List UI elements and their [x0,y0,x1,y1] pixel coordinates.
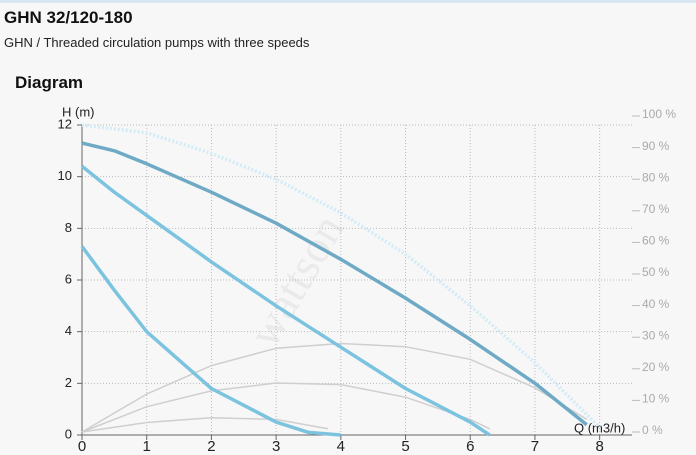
y-tick-label: 6 [65,271,72,286]
x-tick-label: 6 [466,438,474,455]
x-tick-label: 1 [143,438,151,455]
x-tick-label: 2 [207,438,215,455]
y-tick-label: 10 [58,168,72,183]
page-subtitle: GHN / Threaded circulation pumps with th… [4,35,310,50]
y2-tick-label: 80 % [642,170,670,184]
y2-tick-label: 10 % [642,392,670,406]
x-tick-label: 3 [272,438,280,455]
x-tick-label: 0 [78,438,86,455]
page-title: GHN 32/120-180 [4,8,133,27]
section-heading: Diagram [15,73,84,92]
y2-tick-label: 50 % [642,265,670,279]
curve [81,141,588,427]
curve [81,417,329,433]
y-tick-label: 2 [65,375,72,390]
y2-tick-label: 30 % [642,328,670,342]
y2-tick-label: 70 % [642,202,670,216]
y2-tick-label: 100 % [642,107,676,121]
y2-tick-label: 40 % [642,297,670,311]
curve [81,342,588,433]
y-axis-label: H (m) [62,104,95,119]
curve [80,164,491,437]
x-tick-label: 7 [531,438,539,455]
x-tick-label: 5 [401,438,409,455]
y2-tick-label: 60 % [642,234,670,248]
y-tick-label: 0 [65,426,72,441]
curve [81,123,601,429]
y-tick-label: 4 [65,323,72,338]
y2-tick-label: 90 % [642,139,670,153]
x-tick-label: 8 [595,438,603,455]
y2-tick-label: 20 % [642,360,670,374]
y2-tick-label: 0 % [642,423,663,437]
y-tick-label: 8 [65,220,72,235]
y-tick-label: 12 [58,116,72,131]
x-tick-label: 4 [337,438,345,455]
curve [80,245,341,437]
